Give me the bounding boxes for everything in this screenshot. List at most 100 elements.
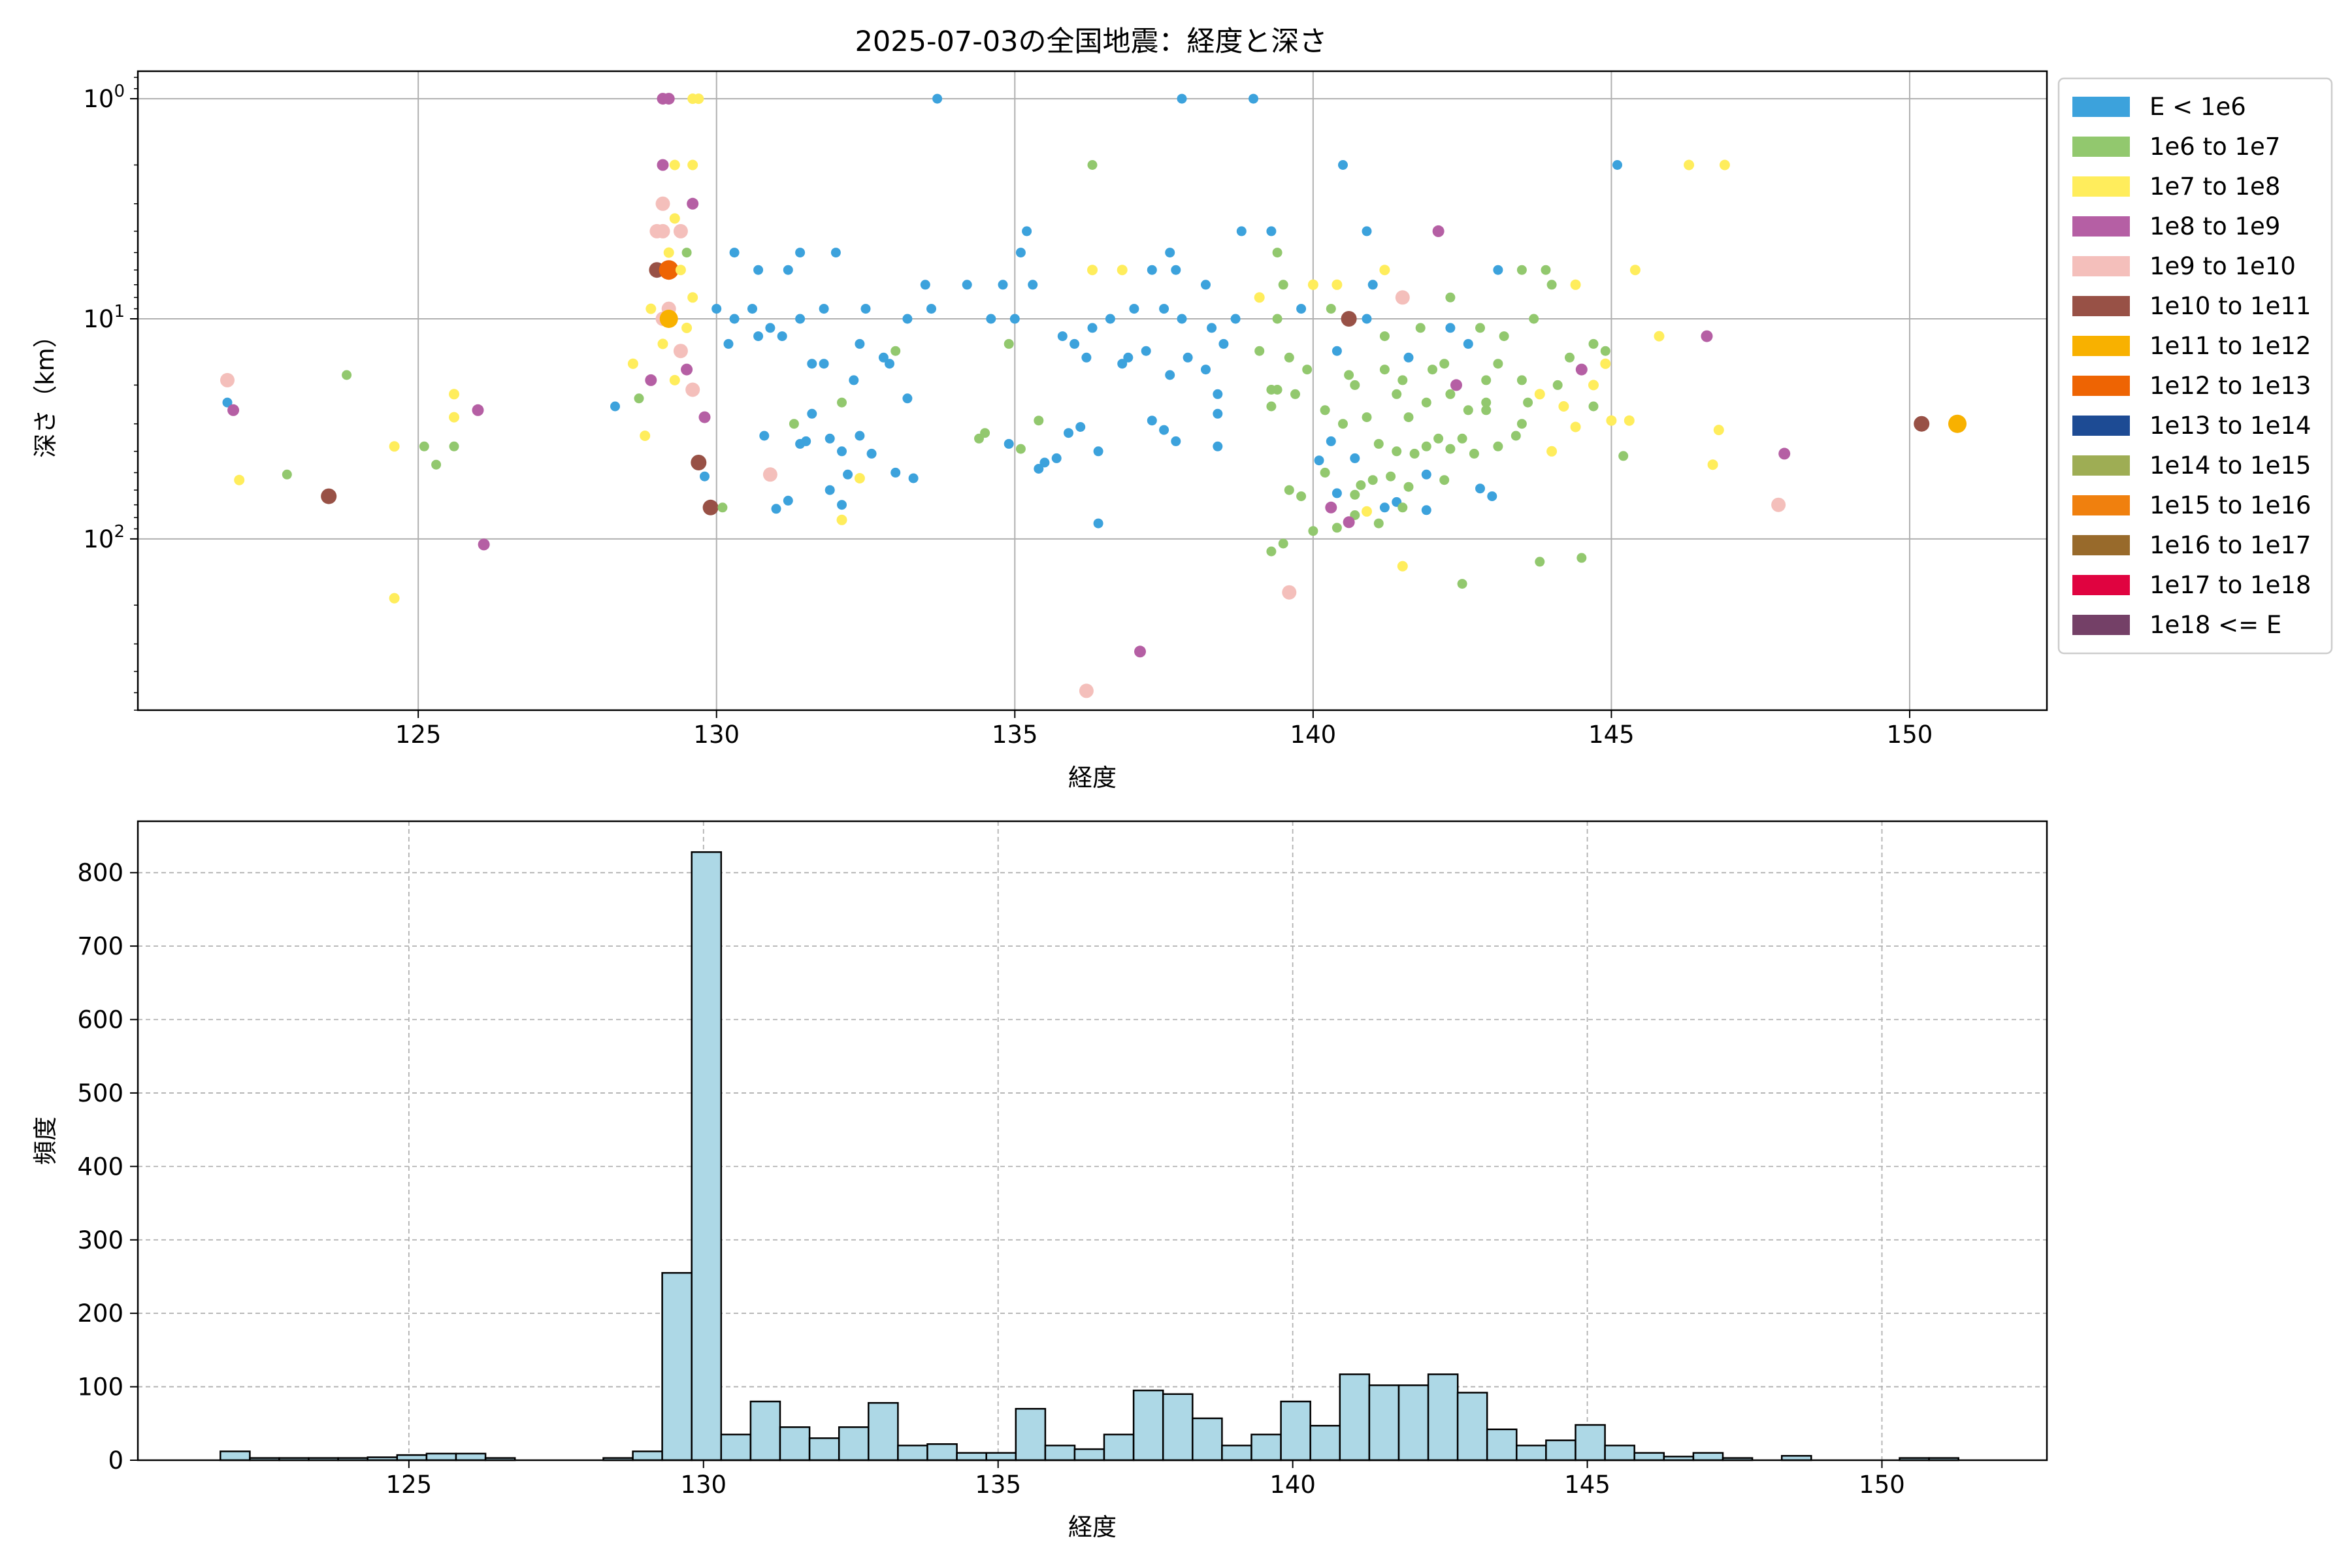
scatter-point: [657, 159, 669, 171]
scatter-point: [825, 485, 835, 495]
scatter-point: [1325, 501, 1337, 514]
scatter-point: [419, 441, 429, 451]
scatter-point: [1362, 226, 1372, 237]
legend-label: 1e6 to 1e7: [2149, 133, 2280, 161]
scatter-x-axis-label: 経度: [1068, 764, 1117, 792]
scatter-point: [1373, 438, 1384, 449]
histogram-bar: [1280, 1400, 1311, 1462]
scatter-point: [234, 474, 245, 485]
scatter-point: [1213, 408, 1223, 419]
scatter-point: [1588, 401, 1599, 412]
scatter-point: [669, 159, 680, 171]
scatter-point: [662, 93, 675, 105]
legend-label: 1e12 to 1e13: [2149, 372, 2311, 400]
histogram-bar: [1073, 1448, 1105, 1462]
scatter-x-tick-label: 150: [1887, 721, 1933, 749]
scatter-point: [1606, 415, 1617, 426]
scatter-point: [1147, 265, 1157, 275]
scatter-point: [1409, 448, 1420, 459]
legend-label: 1e11 to 1e12: [2149, 332, 2311, 360]
scatter-point: [1362, 314, 1372, 324]
scatter-point: [1511, 431, 1521, 441]
scatter-point: [986, 314, 996, 324]
legend-label: 1e8 to 1e9: [2149, 212, 2280, 240]
scatter-x-tick-label: 130: [693, 721, 740, 749]
scatter-point: [1213, 441, 1223, 451]
histogram-y-tick-label: 100: [77, 1373, 123, 1401]
scatter-point: [932, 93, 943, 104]
scatter-point: [1213, 389, 1223, 399]
scatter-point: [1397, 502, 1408, 513]
histogram-bars: [220, 851, 1959, 1462]
scatter-point: [1570, 421, 1581, 433]
scatter-point: [1207, 323, 1217, 333]
scatter-point: [1087, 160, 1098, 170]
scatter-point: [1457, 579, 1467, 589]
scatter-point: [1612, 160, 1622, 170]
scatter-point: [1075, 422, 1086, 432]
scatter-point: [1403, 352, 1414, 363]
scatter-point: [830, 248, 841, 258]
scatter-point: [627, 358, 638, 369]
histogram-y-tick-label: 300: [77, 1226, 123, 1254]
scatter-point: [1713, 425, 1724, 436]
scatter-point: [1079, 683, 1094, 698]
histogram-bar: [808, 1437, 840, 1462]
histogram-bar: [1604, 1445, 1635, 1462]
scatter-point: [771, 504, 781, 514]
scatter-point: [1331, 523, 1342, 533]
scatter-point: [659, 310, 678, 328]
scatter-point: [1618, 451, 1629, 461]
scatter-point: [1529, 314, 1539, 324]
scatter-y-tick-label: 101: [83, 302, 125, 333]
histogram-bar: [1427, 1373, 1459, 1462]
scatter-point: [1302, 365, 1313, 375]
scatter-point: [1493, 359, 1503, 369]
scatter-point: [1177, 314, 1187, 324]
legend-label: 1e18 <= E: [2149, 611, 2281, 639]
scatter-point: [1457, 433, 1467, 444]
histogram-x-tick-label: 145: [1564, 1471, 1610, 1499]
histogram-y-axis-label: 頻度: [31, 1117, 59, 1165]
scatter-point: [1201, 280, 1211, 290]
scatter-point: [1159, 425, 1169, 435]
scatter-grid: [138, 71, 2047, 710]
scatter-point: [1367, 280, 1378, 290]
histogram-bar: [1486, 1428, 1518, 1462]
scatter-point: [1367, 475, 1378, 485]
legend-label: 1e9 to 1e10: [2149, 252, 2296, 280]
scatter-point: [1432, 225, 1445, 237]
histogram-y-tick-label: 200: [77, 1299, 123, 1328]
histogram-bar: [1339, 1373, 1371, 1462]
scatter-point: [1230, 314, 1241, 324]
scatter-point: [449, 441, 459, 451]
scatter-point: [1588, 338, 1599, 349]
histogram-y-ticks: 0 100 200 300 400 500 600 700 800: [77, 859, 138, 1475]
scatter-point: [1379, 265, 1390, 276]
scatter-point: [1278, 538, 1288, 549]
scatter-point: [478, 538, 490, 551]
scatter-point: [723, 338, 734, 349]
scatter-point: [673, 223, 688, 238]
scatter-point: [1350, 489, 1360, 500]
scatter-point: [1395, 290, 1410, 305]
histogram-x-tick-label: 125: [386, 1471, 433, 1499]
scatter-point: [1341, 311, 1357, 327]
scatter-point: [1308, 526, 1318, 536]
legend-label: 1e14 to 1e15: [2149, 451, 2311, 480]
scatter-point: [645, 303, 657, 314]
scatter-point: [1421, 397, 1431, 408]
scatter-point: [1165, 370, 1175, 380]
histogram-x-axis-label: 経度: [1068, 1513, 1117, 1541]
scatter-point: [389, 441, 400, 452]
scatter-point: [777, 331, 787, 342]
scatter-point: [227, 404, 240, 416]
scatter-point: [1439, 359, 1450, 369]
scatter-point: [1403, 482, 1414, 492]
scatter-point: [854, 473, 865, 483]
scatter-point: [1439, 475, 1450, 485]
scatter-point: [1600, 346, 1610, 356]
scatter-point: [1397, 375, 1408, 385]
scatter-point: [1487, 491, 1497, 502]
legend-swatch: [2072, 495, 2130, 515]
